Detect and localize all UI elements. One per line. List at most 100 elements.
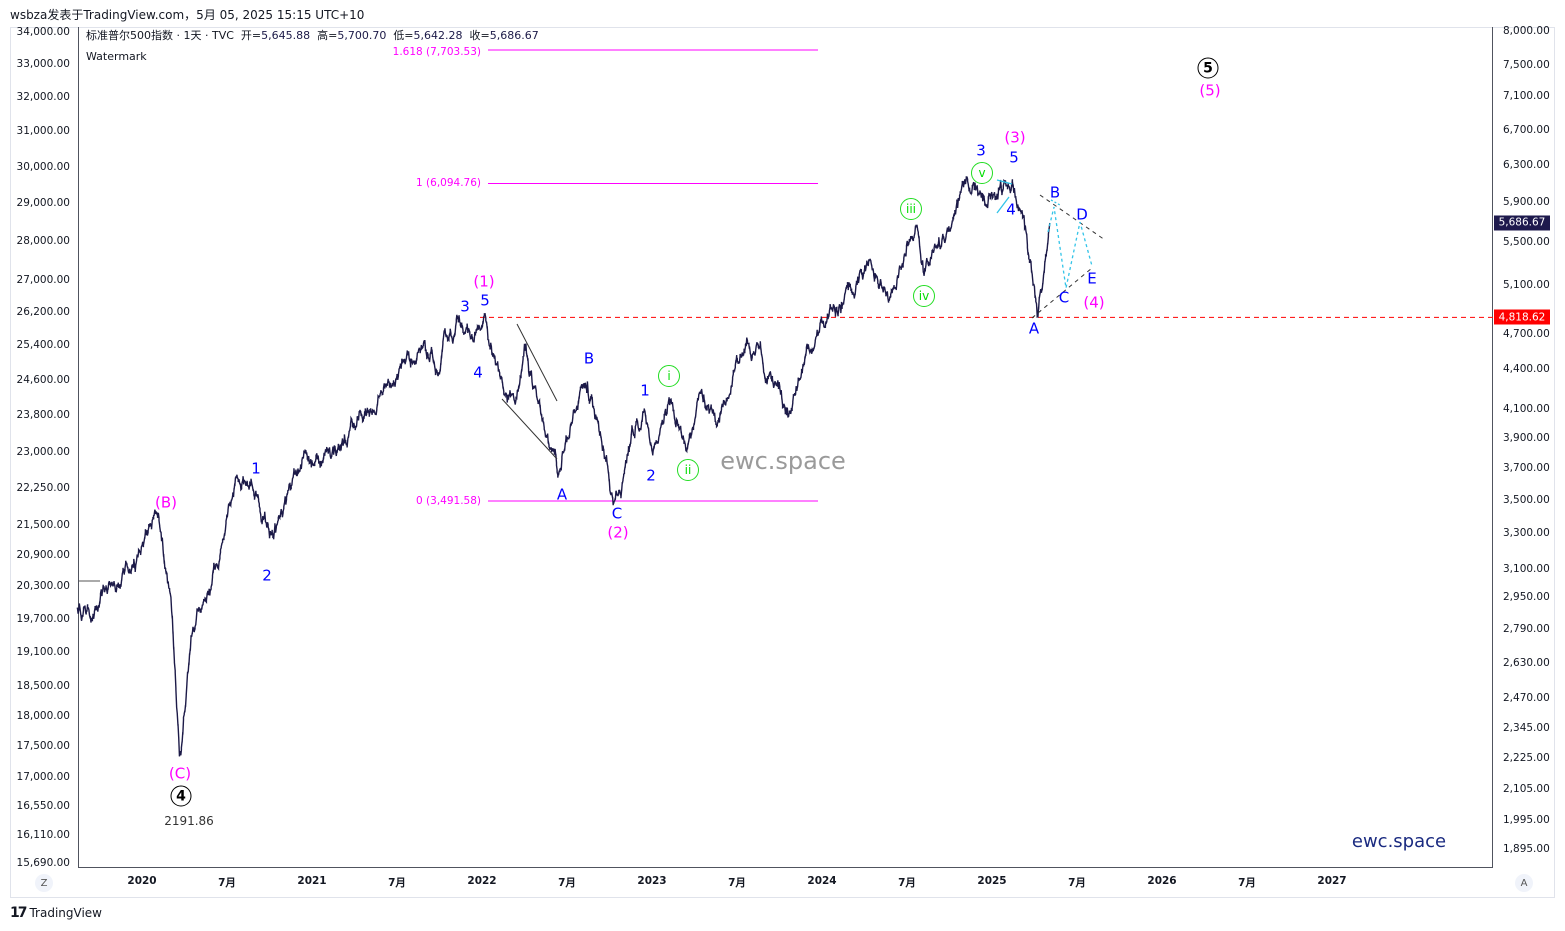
wave-label-i: i — [658, 365, 680, 387]
left-axis-tick: 16,110.00 — [16, 828, 70, 841]
right-axis-tick: 2,630.00 — [1503, 656, 1550, 669]
chart-frame — [10, 27, 1555, 898]
left-axis-tick: 25,400.00 — [16, 339, 70, 352]
wave-label-3-major: (3) — [1004, 128, 1026, 147]
time-axis-tick: 2025 — [977, 875, 1007, 887]
wave-label-ii: ii — [677, 459, 699, 481]
left-axis-tick: 24,600.00 — [16, 373, 70, 386]
right-axis-tick: 7,500.00 — [1503, 59, 1550, 72]
wave-label-5-major: (5) — [1199, 81, 1221, 100]
time-axis-tick: 2020 — [127, 875, 157, 887]
wave-label-3: 3 — [460, 297, 470, 316]
low-label: 低= — [393, 29, 414, 42]
wave-label-1: 1 — [640, 381, 650, 400]
wave-label-B: B — [1049, 183, 1061, 202]
wave-label-4: 4 — [1006, 200, 1016, 219]
wave-label-D: D — [1076, 205, 1088, 224]
wave-label-C: C — [611, 504, 623, 523]
right-axis-tick: 4,700.00 — [1503, 328, 1550, 341]
right-axis-tick: 4,400.00 — [1503, 363, 1550, 376]
wave-label-A: A — [1028, 319, 1040, 338]
wave-label-circled-5: 5 — [1197, 57, 1219, 79]
fib-lines — [488, 49, 818, 502]
center-watermark: ewc.space — [720, 447, 846, 475]
arrow-b-head — [1050, 199, 1061, 206]
tradingview-brand[interactable]: 17 TradingView — [10, 905, 102, 921]
right-axis-tick: 3,100.00 — [1503, 562, 1550, 575]
symbol-legend[interactable]: 标准普尔500指数 · 1天 · TVC 开=5,645.88 高=5,700.… — [86, 29, 539, 42]
wave-label-C-primary: (C) — [168, 764, 192, 783]
wave-label-circled-4: 4 — [170, 785, 192, 807]
left-axis-tick: 27,000.00 — [16, 273, 70, 286]
left-axis-tick: 33,000.00 — [16, 58, 70, 71]
right-axis-tick: 3,900.00 — [1503, 431, 1550, 444]
plot-area[interactable] — [78, 27, 1493, 868]
time-axis-tick: 2023 — [637, 875, 667, 887]
wedge-lower-line — [501, 398, 558, 460]
time-axis-tick: 7月 — [558, 877, 576, 889]
open-value: 5,645.88 — [261, 29, 311, 42]
left-axis-tick: 30,000.00 — [16, 160, 70, 173]
right-axis-tick: 3,700.00 — [1503, 461, 1550, 474]
auto-scale-toggle[interactable]: A — [1515, 874, 1533, 892]
left-axis-tick: 29,000.00 — [16, 196, 70, 209]
log-scale-toggle-left[interactable]: Z — [35, 874, 53, 892]
time-axis-tick: 7月 — [1068, 877, 1086, 889]
left-axis-tick: 19,700.00 — [16, 612, 70, 625]
wave-label-2: 2 — [646, 466, 656, 485]
right-axis-tick: 7,100.00 — [1503, 90, 1550, 103]
watermark-indicator-label[interactable]: Watermark — [86, 50, 147, 63]
time-axis-tick: 7月 — [898, 877, 916, 889]
left-axis-tick: 26,200.00 — [16, 306, 70, 319]
wave-label-2: 2 — [262, 566, 272, 585]
left-axis-tick: 15,690.00 — [16, 857, 70, 870]
left-axis-tick: 20,900.00 — [16, 549, 70, 562]
cyan-wave-line — [996, 196, 1010, 214]
fib-level-label: 0 (3,491.58) — [416, 495, 481, 507]
open-label: 开= — [240, 29, 262, 42]
left-axis-tick: 20,300.00 — [16, 580, 70, 593]
right-axis-tick: 6,300.00 — [1503, 158, 1550, 171]
right-axis-tick: 2,790.00 — [1503, 622, 1550, 635]
wave-label-B: B — [583, 349, 595, 368]
left-axis-tick: 16,550.00 — [16, 799, 70, 812]
time-axis-tick: 2022 — [467, 875, 497, 887]
left-axis-tick: 17,500.00 — [16, 739, 70, 752]
close-label: 收= — [469, 29, 490, 42]
right-axis-tick: 6,700.00 — [1503, 123, 1550, 136]
right-axis-tick: 8,000.00 — [1503, 25, 1550, 37]
left-axis-tick: 23,000.00 — [16, 446, 70, 459]
time-axis-tick: 2024 — [807, 875, 837, 887]
right-axis-tick: 1,995.00 — [1503, 814, 1550, 827]
left-axis-tick: 18,000.00 — [16, 709, 70, 722]
high-label: 高= — [317, 29, 338, 42]
right-axis-tick: 5,900.00 — [1503, 195, 1550, 208]
wave-label-B-primary: (B) — [155, 493, 177, 512]
right-axis-tick: 5,500.00 — [1503, 235, 1550, 248]
published-by-header: wsbza发表于TradingView.com，5月 05, 2025 15:1… — [10, 8, 365, 22]
right-axis-tick: 2,345.00 — [1503, 721, 1550, 734]
fib-level-label: 1.618 (7,703.53) — [392, 46, 481, 58]
wave-label-iii: iii — [900, 198, 922, 220]
right-axis-tick: 2,470.00 — [1503, 692, 1550, 705]
wave-label-4: 4 — [473, 363, 483, 382]
wave-label-5: 5 — [1009, 148, 1019, 167]
time-axis-tick: 2026 — [1147, 875, 1177, 887]
wave-label-v: v — [971, 162, 993, 184]
time-axis-tick: 2021 — [297, 875, 327, 887]
wave-label-A: A — [556, 485, 568, 504]
left-axis-tick: 32,000.00 — [16, 91, 70, 104]
left-axis-tick: 18,500.00 — [16, 680, 70, 693]
left-axis-tick: 21,500.00 — [16, 518, 70, 531]
wave-label-iv: iv — [913, 285, 935, 307]
wave-label-1-major: (1) — [473, 272, 495, 291]
right-axis-tick: 2,950.00 — [1503, 591, 1550, 604]
price-series-line — [76, 176, 1051, 757]
right-axis-tick: 5,100.00 — [1503, 279, 1550, 292]
low-value-label: 2191.86 — [164, 814, 214, 828]
wave-label-C: C — [1058, 288, 1070, 307]
right-axis-tick: 2,225.00 — [1503, 751, 1550, 764]
time-axis-tick: 7月 — [1238, 877, 1256, 889]
low-value: 5,642.28 — [413, 29, 463, 42]
